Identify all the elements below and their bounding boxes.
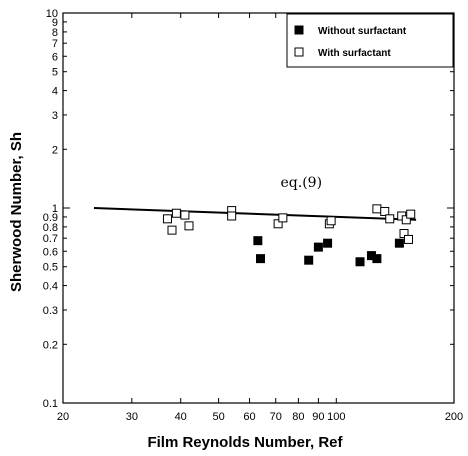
- x-tick-label: 60: [243, 411, 255, 423]
- point-with-surfactant: [380, 206, 390, 216]
- legend-label: With surfactant: [318, 48, 391, 59]
- y-axis-title: Sherwood Number, Sh: [8, 132, 25, 292]
- point-with-surfactant: [184, 221, 194, 231]
- y-tick-label: 6: [52, 51, 58, 63]
- y-tick-label: 1: [52, 203, 58, 215]
- point-without-surfactant: [394, 238, 404, 248]
- point-with-surfactant: [278, 213, 288, 223]
- y-tick-label: 4: [52, 86, 58, 98]
- point-with-surfactant: [162, 214, 172, 224]
- x-tick-label: 100: [327, 411, 345, 423]
- x-tick-label: 80: [292, 411, 304, 423]
- point-with-surfactant: [227, 211, 237, 221]
- y-tick-label: 8: [52, 27, 58, 39]
- point-without-surfactant: [253, 236, 263, 246]
- legend-label: Without surfactant: [318, 26, 407, 37]
- legend-marker-with-surfactant: [294, 47, 304, 57]
- y-tick-label: 10: [46, 8, 58, 20]
- y-tick-label: 0.1: [43, 398, 58, 410]
- x-tick-label: 30: [126, 411, 138, 423]
- y-tick-label: 9: [52, 17, 58, 29]
- x-axis-ticks: 20 30 40 50 60 70 80 90 100 200: [57, 13, 463, 423]
- point-with-surfactant: [404, 234, 414, 244]
- point-without-surfactant: [372, 254, 382, 264]
- y-tick-label: 2: [52, 144, 58, 156]
- plot-frame: [62, 12, 455, 404]
- legend: Without surfactant With surfactant: [286, 13, 454, 68]
- data-points: [162, 204, 416, 267]
- point-with-surfactant: [171, 208, 181, 218]
- point-with-surfactant: [180, 210, 190, 220]
- y-tick-label: 3: [52, 110, 58, 122]
- x-axis-title: Film Reynolds Number, Ref: [147, 434, 343, 451]
- point-without-surfactant: [304, 255, 314, 265]
- x-tick-label: 70: [270, 411, 282, 423]
- y-tick-label: 7: [52, 38, 58, 50]
- y-tick-label: 0.2: [43, 339, 58, 351]
- x-tick-label: 50: [212, 411, 224, 423]
- fit-line: [93, 207, 417, 221]
- point-with-surfactant: [273, 219, 283, 229]
- y-tick-label: 0.4: [43, 281, 58, 293]
- y-tick-label: 0.6: [43, 246, 58, 258]
- y-tick-label: 0.8: [43, 222, 58, 234]
- legend-marker-without-surfactant: [294, 25, 304, 35]
- y-tick-label: 0.9: [43, 212, 58, 224]
- point-with-surfactant: [326, 216, 336, 226]
- point-without-surfactant: [355, 257, 365, 267]
- x-tick-label: 40: [175, 411, 187, 423]
- y-tick-label: 0.3: [43, 305, 58, 317]
- point-without-surfactant: [313, 242, 323, 252]
- y-tick-label: 0.7: [43, 233, 58, 245]
- fit-line-group: eq.(9): [93, 175, 417, 221]
- x-tick-label: 20: [57, 411, 69, 423]
- point-with-surfactant: [372, 204, 382, 214]
- point-without-surfactant: [256, 254, 266, 264]
- y-tick-label: 0.5: [43, 262, 58, 274]
- fit-line-label: eq.(9): [281, 175, 323, 191]
- point-with-surfactant: [406, 209, 416, 219]
- plot-border: [62, 12, 455, 404]
- point-with-surfactant: [385, 214, 395, 224]
- y-tick-label: 5: [52, 67, 58, 79]
- legend-box: [286, 13, 454, 68]
- x-tick-label: 90: [312, 411, 324, 423]
- x-tick-label: 200: [445, 411, 463, 423]
- point-without-surfactant: [323, 238, 333, 248]
- point-with-surfactant: [167, 225, 177, 235]
